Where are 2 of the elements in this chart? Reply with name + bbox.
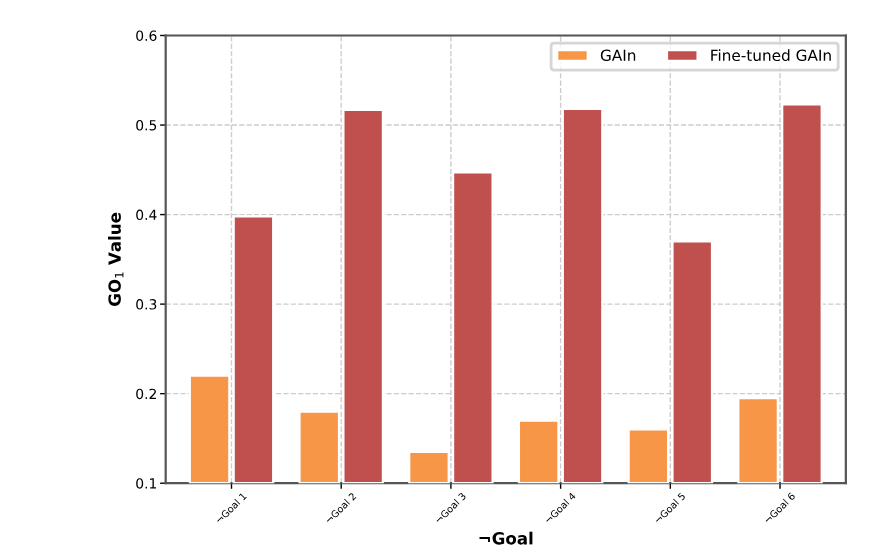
- y-axis-title: GO$_{1}$ Value: [108, 212, 124, 306]
- x-axis-title: ¬Goal: [479, 531, 533, 545]
